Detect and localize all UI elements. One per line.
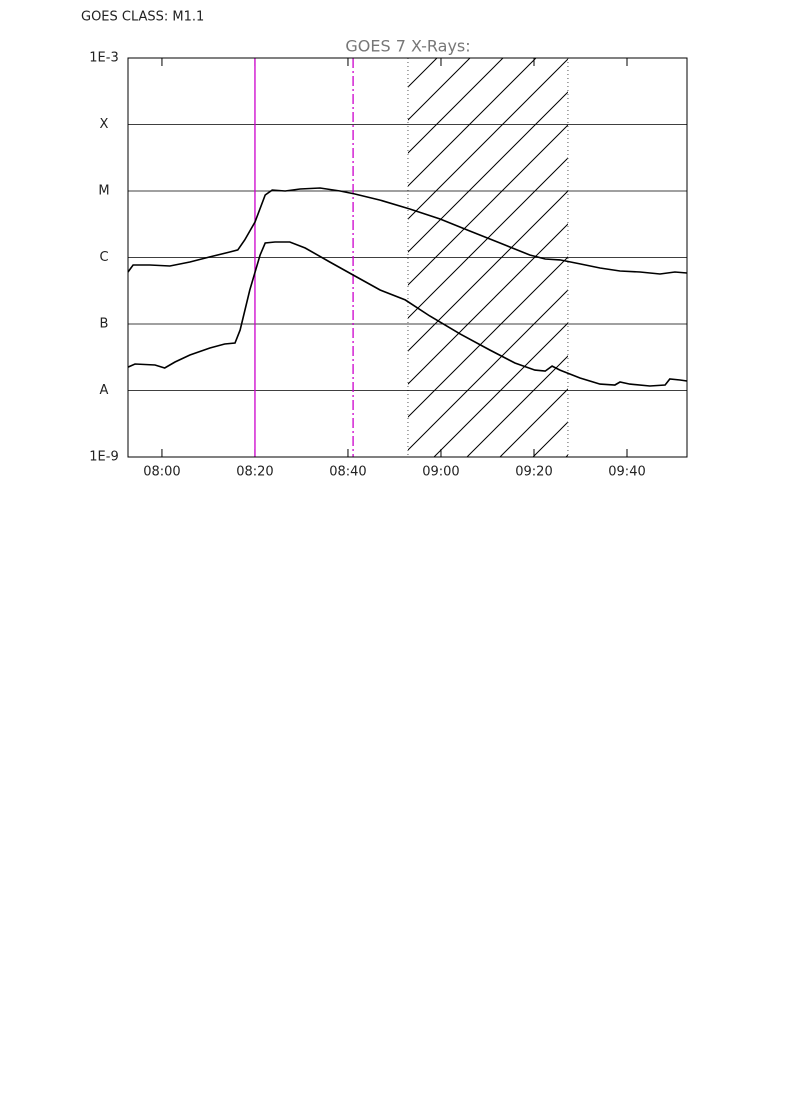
x-tick-label: 09:20 (515, 465, 552, 480)
y-tick-label: X (100, 117, 109, 132)
y-tick-label: C (99, 250, 108, 265)
x-tick-label: 09:40 (608, 465, 645, 480)
flux-line (127, 187, 688, 275)
x-tick-label: 08:20 (236, 465, 273, 480)
y-tick-label: 1E-3 (89, 51, 118, 66)
y-tick-label: M (98, 184, 109, 199)
x-tick-label: 09:00 (422, 465, 459, 480)
plot-area: 1E-9 A B C M X 1E-3 08:00 08:20 08:40 09:00 09:20 09… (89, 51, 688, 480)
goes-class: GOES CLASS: M1.1 (81, 10, 204, 25)
x-tick-label: 08:40 (329, 465, 366, 480)
chart-title: GOES 7 X-Rays: (345, 37, 470, 56)
plot-frame (127, 57, 688, 458)
x-tick-label: 08:00 (143, 465, 180, 480)
y-tick-label: B (100, 317, 109, 332)
y-tick-label: 1E-9 (89, 450, 118, 465)
y-tick-label: A (100, 383, 109, 398)
flux-line (127, 241, 688, 387)
